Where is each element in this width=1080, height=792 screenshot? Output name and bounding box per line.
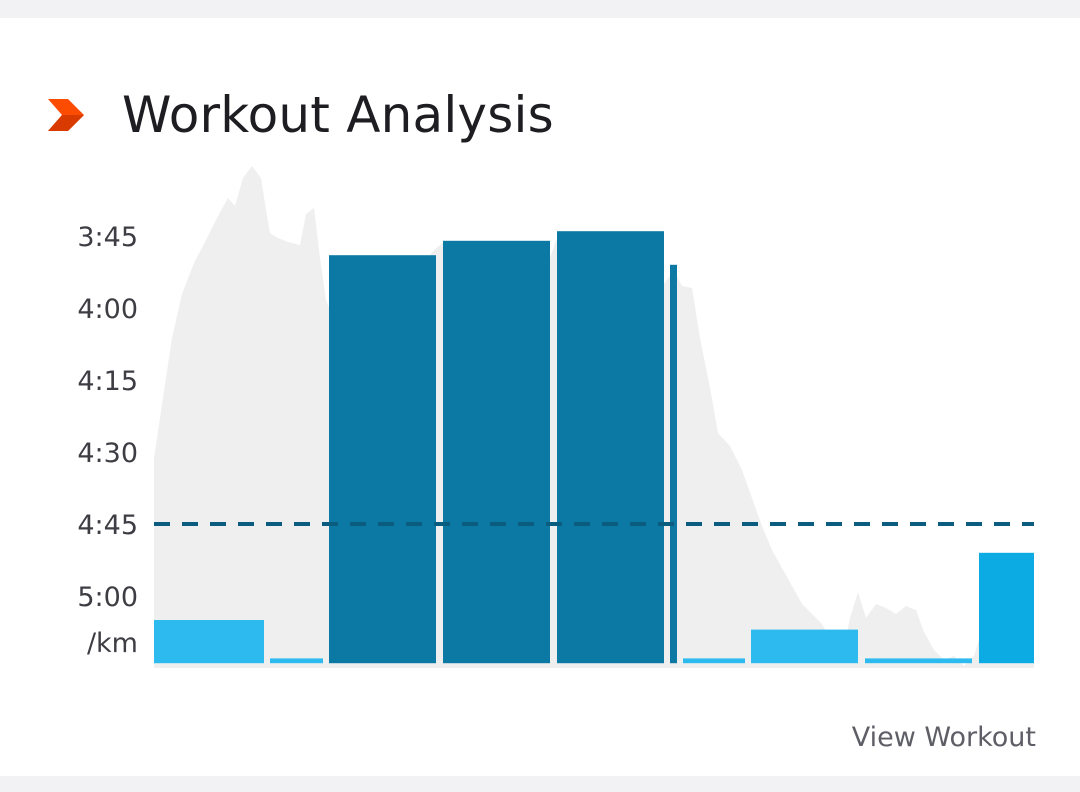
- lap-bars: [154, 231, 1034, 664]
- lap-bar-3[interactable]: [329, 255, 436, 664]
- y-tick-label: 4:30: [77, 438, 138, 469]
- lap-bar-9[interactable]: [865, 658, 972, 664]
- card-header: Workout Analysis: [48, 80, 554, 150]
- y-tick-label: 3:45: [77, 222, 138, 253]
- view-workout-link[interactable]: View Workout: [851, 722, 1036, 753]
- lap-bar-1[interactable]: [154, 620, 264, 664]
- lap-bar-2[interactable]: [270, 658, 323, 664]
- pace-chart: 3:45 4:00 4:15 4:30 4:45 5:00 /km: [77, 166, 1034, 668]
- lap-bar-4[interactable]: [443, 240, 550, 664]
- lap-bar-5[interactable]: [557, 231, 664, 664]
- y-tick-label: 5:00: [77, 582, 138, 613]
- chevron-logo-icon: [48, 99, 84, 131]
- y-axis-ticks: 3:45 4:00 4:15 4:30 4:45 5:00: [77, 222, 138, 613]
- lap-bar-8[interactable]: [751, 629, 858, 664]
- workout-analysis-card: Workout Analysis 3:45 4:00 4:15 4:30 4:45 5:0…: [0, 18, 1080, 776]
- y-tick-label: 4:15: [77, 366, 138, 397]
- lap-bar-6[interactable]: [670, 264, 677, 664]
- lap-bar-10[interactable]: [979, 552, 1034, 664]
- lap-bar-7[interactable]: [683, 658, 745, 664]
- y-tick-label: 4:00: [77, 294, 138, 325]
- y-axis-unit-label: /km: [87, 628, 138, 659]
- card-title: Workout Analysis: [122, 86, 554, 144]
- y-tick-label: 4:45: [77, 510, 138, 541]
